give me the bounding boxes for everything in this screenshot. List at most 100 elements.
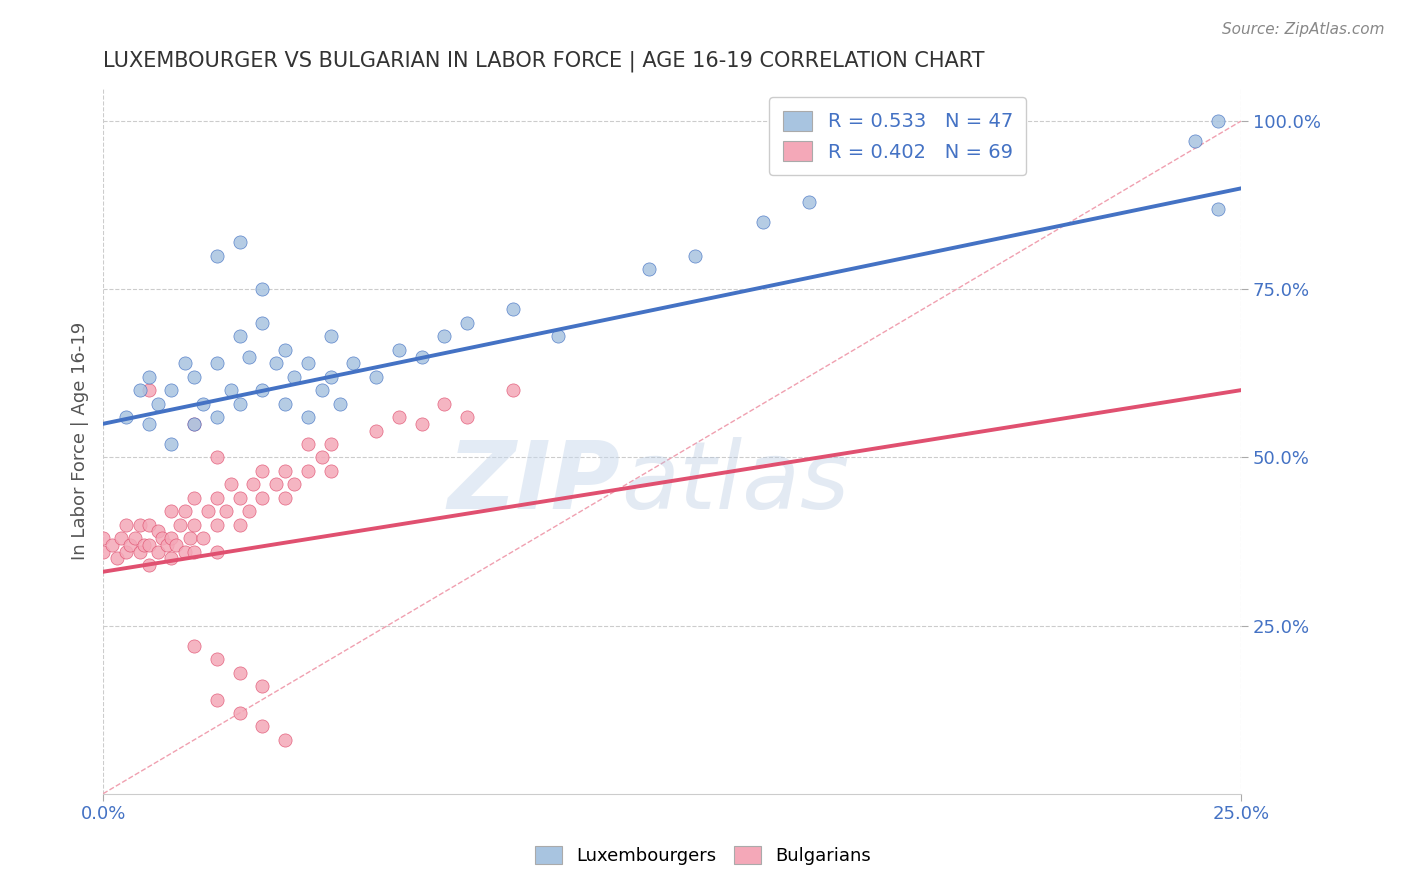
Text: Source: ZipAtlas.com: Source: ZipAtlas.com [1222, 22, 1385, 37]
Point [264, 356, 287, 370]
Point [638, 262, 661, 277]
Point [205, 491, 228, 505]
Point [205, 652, 228, 666]
Point [311, 383, 333, 397]
Text: LUXEMBOURGER VS BULGARIAN IN LABOR FORCE | AGE 16-19 CORRELATION CHART: LUXEMBOURGER VS BULGARIAN IN LABOR FORCE… [103, 51, 984, 72]
Point [124, 531, 146, 545]
Point [183, 417, 205, 431]
Point [91, 544, 114, 558]
Point [238, 504, 260, 518]
Point [150, 531, 173, 545]
Point [319, 329, 342, 343]
Point [311, 450, 333, 465]
Point [683, 249, 706, 263]
Point [138, 558, 160, 572]
Point [219, 383, 242, 397]
Point [205, 450, 228, 465]
Point [297, 437, 319, 451]
Point [456, 410, 478, 425]
Point [215, 504, 238, 518]
Point [219, 477, 242, 491]
Point [283, 477, 305, 491]
Point [252, 719, 274, 733]
Point [160, 551, 183, 566]
Point [115, 544, 138, 558]
Point [433, 329, 456, 343]
Point [138, 517, 160, 532]
Point [193, 531, 215, 545]
Point [1184, 134, 1206, 148]
Point [264, 477, 287, 491]
Text: atlas: atlas [621, 437, 849, 528]
Point [146, 524, 169, 539]
Point [165, 538, 187, 552]
Point [228, 491, 250, 505]
Point [319, 464, 342, 478]
Point [205, 356, 228, 370]
Text: ZIP: ZIP [449, 437, 621, 529]
Point [174, 356, 197, 370]
Point [228, 329, 250, 343]
Legend: R = 0.533   N = 47, R = 0.402   N = 69: R = 0.533 N = 47, R = 0.402 N = 69 [769, 97, 1026, 175]
Point [1206, 114, 1229, 128]
Point [366, 369, 388, 384]
Point [160, 531, 183, 545]
Point [174, 504, 197, 518]
Point [342, 356, 364, 370]
Point [120, 538, 142, 552]
Point [138, 417, 160, 431]
Point [502, 383, 524, 397]
Point [252, 383, 274, 397]
Point [329, 396, 352, 410]
Point [160, 437, 183, 451]
Point [252, 491, 274, 505]
Point [160, 383, 183, 397]
Point [115, 410, 138, 425]
Legend: Luxembourgers, Bulgarians: Luxembourgers, Bulgarians [526, 837, 880, 874]
Point [319, 369, 342, 384]
Point [146, 544, 169, 558]
Point [205, 692, 228, 706]
Point [183, 639, 205, 653]
Point [228, 706, 250, 720]
Point [205, 410, 228, 425]
Point [366, 424, 388, 438]
Point [252, 679, 274, 693]
Point [160, 504, 183, 518]
Point [183, 369, 205, 384]
Point [797, 194, 820, 209]
Point [242, 477, 264, 491]
Point [183, 517, 205, 532]
Point [297, 410, 319, 425]
Point [252, 282, 274, 296]
Point [297, 356, 319, 370]
Point [228, 396, 250, 410]
Point [388, 410, 411, 425]
Point [411, 350, 433, 364]
Point [252, 464, 274, 478]
Point [388, 343, 411, 357]
Point [128, 517, 150, 532]
Point [174, 544, 197, 558]
Point [274, 491, 297, 505]
Point [319, 437, 342, 451]
Point [205, 517, 228, 532]
Point [502, 302, 524, 317]
Point [228, 517, 250, 532]
Point [297, 464, 319, 478]
Point [146, 396, 169, 410]
Point [138, 383, 160, 397]
Point [179, 531, 201, 545]
Point [274, 396, 297, 410]
Point [205, 249, 228, 263]
Point [138, 538, 160, 552]
Point [156, 538, 179, 552]
Point [197, 504, 219, 518]
Point [169, 517, 191, 532]
Y-axis label: In Labor Force | Age 16-19: In Labor Force | Age 16-19 [72, 321, 89, 559]
Point [274, 343, 297, 357]
Point [205, 544, 228, 558]
Point [105, 551, 128, 566]
Point [411, 417, 433, 431]
Point [1206, 202, 1229, 216]
